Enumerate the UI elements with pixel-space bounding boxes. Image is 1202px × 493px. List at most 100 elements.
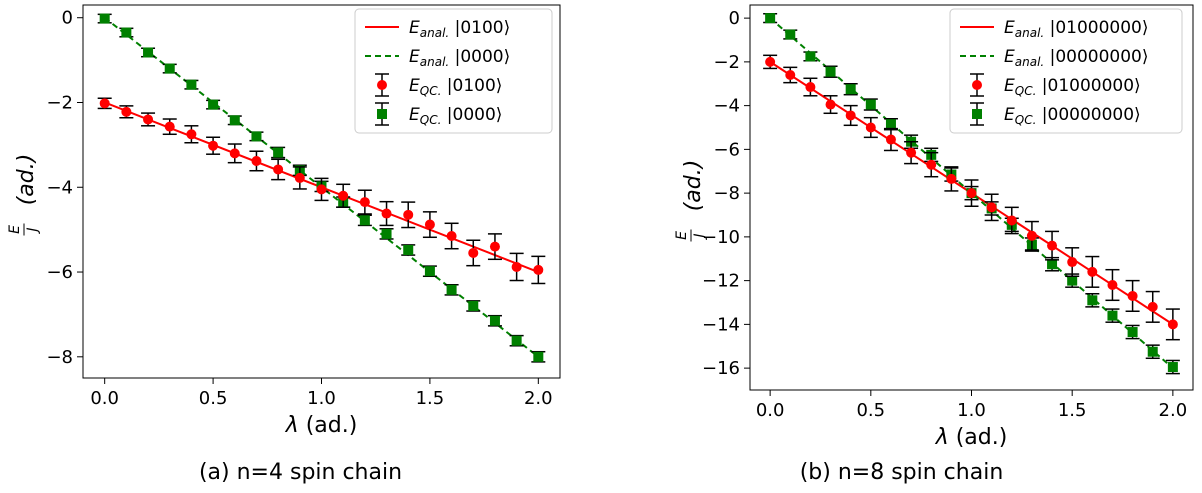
qc-excited-point <box>805 82 816 93</box>
y-tick-label: −8 <box>46 347 73 368</box>
y-tick-label: −4 <box>46 177 73 198</box>
caption-a: (a) n=4 spin chain <box>198 460 403 485</box>
qc-excited-point <box>1167 319 1178 330</box>
qc-ground-point <box>489 315 500 326</box>
qc-ground-point <box>785 29 796 40</box>
qc-excited-point <box>359 197 370 208</box>
x-tick-label: 2.0 <box>1159 400 1188 421</box>
qc-excited-point <box>1147 301 1158 312</box>
legend-label: EQC. |0100⟩ <box>409 76 502 98</box>
qc-ground-point <box>825 66 836 77</box>
legend-label: EQC. |0000⟩ <box>409 105 502 127</box>
qc-ground-point <box>533 351 544 362</box>
qc-excited-point <box>381 208 392 219</box>
qc-excited-point <box>446 231 457 242</box>
qc-excited-point <box>164 121 175 132</box>
qc-ground-point <box>446 284 457 295</box>
qc-ground-point <box>468 300 479 311</box>
qc-excited-point <box>251 155 262 166</box>
qc-excited-point <box>511 261 522 272</box>
qc-ground-point <box>186 79 197 90</box>
qc-excited-point <box>785 70 796 80</box>
qc-ground-point <box>164 63 175 74</box>
legend-label: Eanal. |0000⟩ <box>409 47 510 69</box>
qc-ground-point <box>1107 310 1118 321</box>
qc-excited-point <box>885 134 896 145</box>
legend-swatch <box>377 80 387 90</box>
y-tick-label: −4 <box>713 96 740 117</box>
qc-excited-point <box>986 202 997 213</box>
chart-panel-b: 0.0 0.5 1.0 1.5 2.0 0 −2 −4 −6 −8 −10 −12 −14 −16 λ (a… <box>601 0 1202 493</box>
qc-excited-point <box>186 129 197 140</box>
qc-excited-point <box>1107 280 1118 290</box>
caption-b: (b) n=8 spin chain <box>799 460 1004 485</box>
qc-excited-point <box>1006 215 1017 226</box>
y-label-num: E <box>674 231 690 240</box>
qc-excited-point <box>1026 230 1037 241</box>
qc-ground-point <box>208 99 219 110</box>
qc-ground-point <box>403 244 414 255</box>
qc-ground-point <box>845 84 856 95</box>
legend-box <box>949 8 1183 134</box>
qc-excited-point <box>825 99 836 110</box>
x-tick-label: 1.0 <box>307 388 336 409</box>
x-tick-label: 1.5 <box>1058 400 1087 421</box>
qc-excited-point <box>121 106 132 117</box>
qc-excited-point <box>208 140 219 151</box>
qc-excited-point <box>489 241 500 252</box>
y-label-den: J <box>692 233 708 240</box>
qc-ground-point <box>99 13 110 24</box>
chart-b: 0.0 0.5 1.0 1.5 2.0 0 −2 −4 −6 −8 −10 −12 −14 −16 λ (a… <box>674 4 1194 450</box>
qc-ground-point <box>511 335 522 346</box>
qc-ground-point <box>1087 295 1098 306</box>
y-tick-label: 0 <box>729 8 740 29</box>
y-axis-label: E J (ad.) <box>7 154 41 236</box>
qc-excited-point <box>533 264 544 275</box>
qc-ground-point <box>1127 327 1138 338</box>
qc-excited-point <box>316 184 327 195</box>
qc-ground-point <box>143 47 154 58</box>
y-label-unit: (ad.) <box>14 154 39 206</box>
qc-ground-point <box>381 228 392 239</box>
qc-ground-point <box>865 99 876 110</box>
qc-excited-point <box>273 164 284 175</box>
qc-ground-point <box>273 147 284 158</box>
y-axis-label: E J (ad.) <box>674 160 708 242</box>
qc-excited-point <box>1067 257 1078 268</box>
y-tick-label: −14 <box>702 314 740 335</box>
legend-label: EQC. |00000000⟩ <box>1004 105 1141 127</box>
legend-label: EQC. |01000000⟩ <box>1004 76 1141 98</box>
y-tick-label: 0 <box>62 8 73 29</box>
legend-swatch <box>972 109 982 119</box>
y-tick-label: −2 <box>46 92 73 113</box>
qc-excited-point <box>294 172 305 183</box>
chart-panel-a: 0.0 0.5 1.0 1.5 2.0 0 −2 −4 −6 −8 λ (ad.) E J (ad.) Ea… <box>7 4 561 485</box>
x-axis-label: λ (ad.) <box>285 413 358 438</box>
qc-excited-point <box>1087 266 1098 277</box>
qc-excited-point <box>468 247 479 258</box>
qc-excited-point <box>926 159 937 170</box>
legend-swatch <box>377 109 387 119</box>
qc-ground-point <box>1067 275 1078 286</box>
x-tick-label: 2.0 <box>524 388 553 409</box>
y-label-unit: (ad.) <box>681 160 706 212</box>
chart-a: 0.0 0.5 1.0 1.5 2.0 0 −2 −4 −6 −8 λ (ad.) E J (ad.) Ea… <box>7 4 561 438</box>
x-axis-label: λ (ad.) <box>935 425 1008 450</box>
x-tick-label: 1.5 <box>416 388 445 409</box>
qc-ground-point <box>121 27 132 38</box>
qc-excited-point <box>338 190 349 201</box>
x-tick-label: 0.0 <box>756 400 785 421</box>
y-label-den: J <box>25 227 41 234</box>
qc-excited-point <box>229 148 240 159</box>
qc-excited-point <box>906 147 917 158</box>
qc-excited-point <box>765 56 776 67</box>
qc-ground-point <box>229 115 240 126</box>
qc-excited-point <box>1047 240 1058 251</box>
legend-label: Eanal. |0100⟩ <box>409 18 510 40</box>
qc-ground-point <box>359 215 370 226</box>
legend-label: Eanal. |01000000⟩ <box>1004 18 1149 40</box>
legend-box <box>354 8 553 134</box>
qc-ground-point <box>1047 259 1058 270</box>
y-tick-label: −16 <box>702 358 740 379</box>
qc-excited-point <box>946 173 957 184</box>
